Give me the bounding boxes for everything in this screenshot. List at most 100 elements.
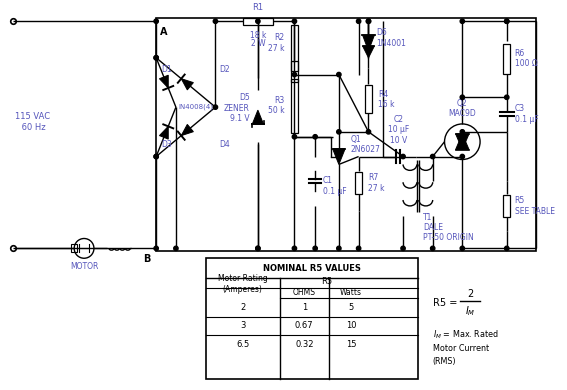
Bar <box>243 18 273 25</box>
Text: R5: R5 <box>321 277 332 286</box>
Circle shape <box>154 56 158 60</box>
Polygon shape <box>362 35 374 51</box>
Text: 6.5: 6.5 <box>236 340 249 349</box>
Bar <box>365 85 372 113</box>
Circle shape <box>313 135 318 139</box>
Text: $\mathit{I}_M$: $\mathit{I}_M$ <box>465 305 476 319</box>
Text: NOMINAL R5 VALUES: NOMINAL R5 VALUES <box>263 264 361 273</box>
Circle shape <box>154 19 158 23</box>
Text: $\mathit{I}_M$ = Max. Rated
Motor Current
(RMS): $\mathit{I}_M$ = Max. Rated Motor Curren… <box>433 328 498 366</box>
Circle shape <box>357 246 361 250</box>
Text: Q1
2N6027: Q1 2N6027 <box>351 135 380 154</box>
Circle shape <box>313 246 318 250</box>
Circle shape <box>256 246 260 250</box>
Text: R3
50 k: R3 50 k <box>268 96 285 115</box>
Polygon shape <box>456 134 469 150</box>
Circle shape <box>430 246 435 250</box>
Text: OHMS: OHMS <box>293 288 316 297</box>
Circle shape <box>292 19 297 23</box>
Polygon shape <box>159 126 168 139</box>
Polygon shape <box>333 149 345 165</box>
Text: A: A <box>160 27 168 37</box>
Text: 2: 2 <box>240 303 245 312</box>
Circle shape <box>174 246 178 250</box>
Circle shape <box>460 246 464 250</box>
Polygon shape <box>181 124 193 136</box>
Text: 0.67: 0.67 <box>295 321 314 330</box>
Polygon shape <box>181 79 193 90</box>
Bar <box>503 44 510 74</box>
Text: 18 k: 18 k <box>249 31 266 40</box>
Circle shape <box>401 246 405 250</box>
Text: 115 VAC
 60 Hz: 115 VAC 60 Hz <box>15 112 50 132</box>
Text: R5
SEE TABLE: R5 SEE TABLE <box>515 196 555 216</box>
Text: MOTOR: MOTOR <box>70 262 98 271</box>
Bar <box>503 195 510 217</box>
Circle shape <box>154 246 158 250</box>
Polygon shape <box>159 75 168 88</box>
Text: 3: 3 <box>240 321 246 330</box>
Circle shape <box>292 73 297 77</box>
Circle shape <box>256 19 260 23</box>
Circle shape <box>256 246 260 250</box>
Polygon shape <box>456 134 469 150</box>
Bar <box>156 18 536 251</box>
Text: D5
ZENER
9.1 V: D5 ZENER 9.1 V <box>224 93 250 123</box>
Text: D4: D4 <box>219 140 230 149</box>
Circle shape <box>337 73 341 77</box>
Circle shape <box>460 129 464 134</box>
Circle shape <box>401 154 405 159</box>
Circle shape <box>154 154 158 159</box>
Text: B: B <box>143 254 150 264</box>
Text: C1
0.1 μF: C1 0.1 μF <box>323 176 346 196</box>
Text: 2: 2 <box>467 289 473 299</box>
Circle shape <box>292 135 297 139</box>
Text: R1: R1 <box>252 4 264 12</box>
Text: C3
0.1 μF: C3 0.1 μF <box>515 105 538 124</box>
Text: IN4008(4): IN4008(4) <box>178 104 213 110</box>
Text: 1: 1 <box>302 303 307 312</box>
Bar <box>291 61 298 82</box>
Text: D3: D3 <box>161 140 172 149</box>
Text: R2
27 k: R2 27 k <box>268 33 285 53</box>
Circle shape <box>292 246 297 250</box>
Text: 15: 15 <box>346 340 357 349</box>
Circle shape <box>154 154 158 159</box>
Text: R4
16 k: R4 16 k <box>378 90 395 109</box>
Circle shape <box>460 19 464 23</box>
Text: C2
10 μF
10 V: C2 10 μF 10 V <box>387 115 409 145</box>
Text: Q2
MAC9D: Q2 MAC9D <box>448 99 476 118</box>
Circle shape <box>460 154 464 159</box>
Text: 10: 10 <box>346 321 357 330</box>
Circle shape <box>357 19 361 23</box>
Circle shape <box>505 246 509 250</box>
Circle shape <box>505 19 509 23</box>
Circle shape <box>213 19 218 23</box>
Text: Watts: Watts <box>340 288 362 297</box>
Text: R5 =: R5 = <box>433 298 457 308</box>
Bar <box>71 245 77 252</box>
Text: 0.32: 0.32 <box>295 340 314 349</box>
Text: R6
100 Ω: R6 100 Ω <box>515 49 538 69</box>
Circle shape <box>460 95 464 99</box>
Circle shape <box>505 19 509 23</box>
Bar <box>291 78 298 133</box>
Text: T1
DALE
PT-50 ORIGIN: T1 DALE PT-50 ORIGIN <box>423 213 473 243</box>
Bar <box>291 25 298 71</box>
Text: D6
1N4001: D6 1N4001 <box>376 28 407 48</box>
Circle shape <box>505 95 509 99</box>
Circle shape <box>366 19 371 23</box>
Text: 2 W: 2 W <box>251 39 265 48</box>
Circle shape <box>430 154 435 159</box>
Bar <box>206 258 418 379</box>
Text: D1: D1 <box>162 65 172 74</box>
Circle shape <box>337 129 341 134</box>
Circle shape <box>337 246 341 250</box>
Bar <box>355 172 362 194</box>
Circle shape <box>213 105 218 109</box>
Text: R7
27 k: R7 27 k <box>369 174 385 193</box>
Circle shape <box>154 56 158 60</box>
Polygon shape <box>362 46 374 58</box>
Text: Motor Rating
(Amperes): Motor Rating (Amperes) <box>218 274 268 294</box>
Circle shape <box>366 129 371 134</box>
